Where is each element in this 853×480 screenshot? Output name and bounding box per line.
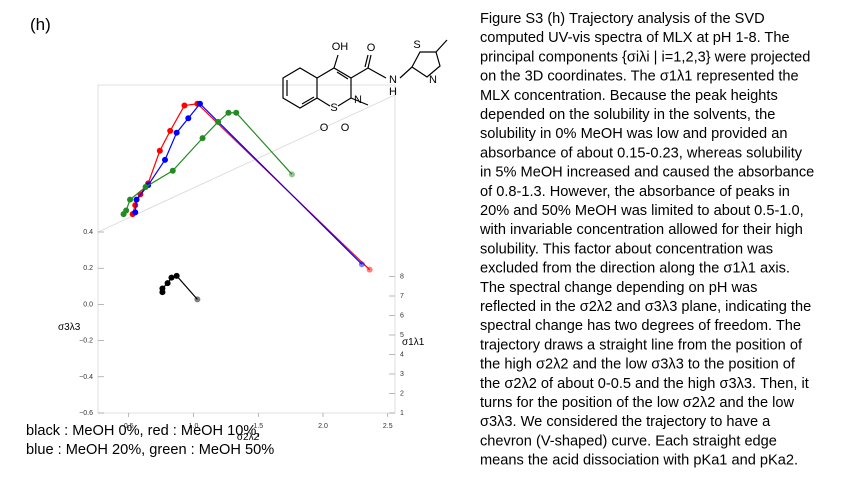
point <box>132 202 139 209</box>
caption-line: MLX concentration. Because the peak heig… <box>480 88 778 104</box>
atom-label: S <box>330 102 337 114</box>
point <box>185 115 192 122</box>
point <box>181 102 188 109</box>
caption-line: Figure S3 (h) Trajectory analysis of the… <box>480 11 765 27</box>
atom-label: S <box>413 39 420 51</box>
z-tick-label: 0.4 <box>83 229 93 236</box>
point <box>159 285 166 292</box>
legend-note: black : MeOH 0%, red : MeOH 10%, <box>26 423 260 439</box>
structure <box>282 39 448 109</box>
point <box>127 196 134 203</box>
y-axis-label: σ2λ2 <box>237 432 260 443</box>
caption-line: excluded from the direction along the σ1… <box>480 261 790 277</box>
x-tick-label: 6 <box>400 313 404 320</box>
caption-line: trajectory draws a straight line from th… <box>480 337 803 353</box>
point <box>164 280 171 287</box>
trajectory <box>134 102 363 265</box>
axes-box <box>97 84 396 414</box>
z-tick-label: 0.2 <box>83 265 93 272</box>
point <box>133 196 140 203</box>
point <box>162 156 169 163</box>
y-tick-label: 1.0 <box>189 423 199 430</box>
y-tick-label: 2.5 <box>383 423 393 430</box>
point <box>167 127 174 134</box>
point <box>156 147 163 154</box>
caption-line: reflected in the σ2λ2 and σ3λ3 plane, in… <box>480 299 811 315</box>
point <box>123 207 130 214</box>
caption-line: absorbance of about 0.15-0.23, whereas s… <box>480 145 803 161</box>
point <box>142 183 149 190</box>
trajectory <box>161 275 198 300</box>
atom-label: O <box>367 42 376 54</box>
point <box>225 109 232 116</box>
x-tick-label: 7 <box>400 293 404 300</box>
caption-line: σ3λ3. We considered the trajectory to ha… <box>480 414 771 430</box>
z-tick-label: −0.2 <box>79 338 93 345</box>
x-axis-label: σ1λ1 <box>402 337 425 348</box>
z-tick-label: −0.6 <box>79 410 93 417</box>
caption: Figure S3 (h) Trajectory analysis of the… <box>479 11 814 469</box>
point <box>215 118 222 125</box>
atom-label: N <box>429 74 437 86</box>
point <box>233 109 240 116</box>
plot: −0.6 −0.4 −0.2 0.0 0.2 0.4 σ3λ3 0.5 1.0 1.5 2.0 2.5… <box>58 100 425 443</box>
structure-labels: OH O N H S N S O O N <box>320 39 437 134</box>
caption-line: the high σ2λ2 and the low σ3λ3 to the po… <box>480 357 796 373</box>
atom-label: O <box>320 122 329 134</box>
caption-line: 20% and 50% MeOH was limited to about 0.… <box>480 203 804 219</box>
point <box>194 296 201 303</box>
atom-label: H <box>389 86 397 98</box>
caption-line: of 0.8-1.3. However, the absorbance of p… <box>480 184 790 200</box>
point <box>288 171 295 178</box>
point <box>169 167 176 174</box>
y-tick-label: 0.5 <box>124 423 134 430</box>
atom-label: OH <box>332 41 349 53</box>
caption-line: with invariable concentration allowed fo… <box>479 222 803 238</box>
atom-label: N <box>354 94 362 106</box>
point <box>196 100 203 107</box>
caption-line: means the acid dissociation with pKa1 an… <box>480 453 798 469</box>
trajectory <box>123 112 293 215</box>
x-tick-label: 2 <box>400 391 404 398</box>
caption-line: solubility in 0% MeOH was low and provid… <box>480 126 787 142</box>
y-tick-label: 1.5 <box>253 423 263 430</box>
z-axis-label: σ3λ3 <box>58 322 81 333</box>
caption-line: on the 3D coordinates. The σ1λ1 represen… <box>480 69 799 85</box>
caption-line: spectral change has two degrees of freed… <box>480 318 801 334</box>
point <box>173 272 180 279</box>
point <box>358 261 365 268</box>
caption-line: depended on the solubility in the solven… <box>480 107 775 123</box>
caption-line: turns for the position of the low σ2λ2 a… <box>480 395 794 411</box>
x-tick-label: 8 <box>400 274 404 281</box>
legend-note: blue : MeOH 20%, green : MeOH 50% <box>26 442 274 458</box>
x-tick-label: 1 <box>400 410 404 417</box>
x-tick-label: 4 <box>400 352 404 359</box>
point <box>132 209 139 216</box>
point <box>199 135 206 142</box>
x-tick-label: 3 <box>400 371 404 378</box>
point <box>366 266 373 273</box>
point <box>168 274 175 281</box>
caption-line: the σ2λ2 of about 0-0.5 and the high σ3λ… <box>480 376 809 392</box>
y-tick-label: 2.0 <box>318 423 328 430</box>
z-tick-label: −0.4 <box>79 374 93 381</box>
caption-line: The spectral change depending on pH was <box>480 280 757 296</box>
caption-line: in 5% MeOH increased and caused the abso… <box>480 165 814 181</box>
panel-label: (h) <box>30 15 51 34</box>
caption-line: chevron (V-shaped) curve. Each straight … <box>480 433 777 449</box>
x-tick-label: 5 <box>400 332 404 339</box>
caption-line: computed UV-vis spectra of MLX at pH 1-8… <box>480 30 790 46</box>
caption-line: principal components {σiλi | i=1,2,3} we… <box>480 49 810 65</box>
atom-label: O <box>341 122 350 134</box>
caption-line: solubility. This factor about concentrat… <box>480 241 773 257</box>
atom-label: N <box>389 74 397 86</box>
z-tick-label: 0.0 <box>83 301 93 308</box>
point <box>173 129 180 136</box>
